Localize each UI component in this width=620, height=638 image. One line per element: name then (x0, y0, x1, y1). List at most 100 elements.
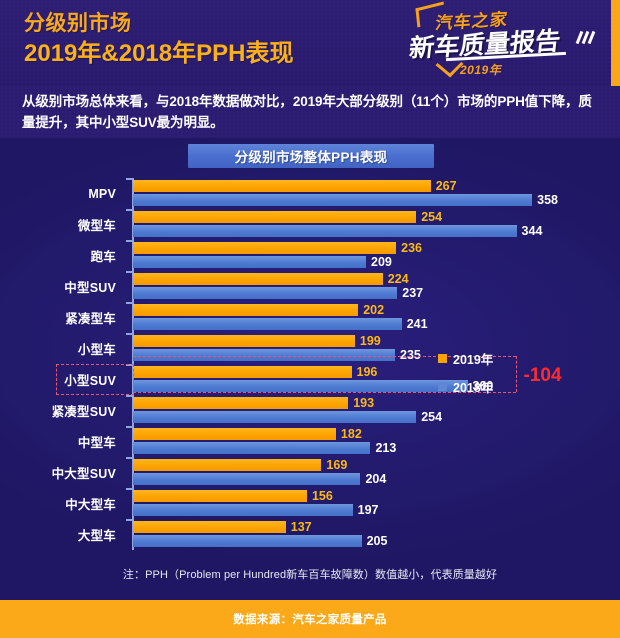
axis-tick (126, 488, 133, 490)
bar-2018 (133, 287, 398, 299)
chart-row: 紧凑型车 202 241 (0, 302, 620, 333)
value-label-2019: 202 (363, 303, 385, 317)
bar-2019 (133, 180, 431, 192)
header-dot-texture (0, 0, 620, 86)
axis-tick (126, 271, 133, 273)
value-label-2019: 193 (353, 396, 375, 410)
chart-row: 中型SUV 224 237 (0, 271, 620, 302)
value-label-2018: 237 (402, 286, 424, 300)
axis-tick (126, 426, 133, 428)
value-label-2019: 236 (401, 241, 422, 255)
bar-2019 (133, 273, 383, 285)
category-label: 中大型车 (65, 498, 116, 512)
bar-2019 (133, 428, 336, 440)
bar-2019 (133, 490, 307, 502)
value-label-2019: 182 (340, 427, 362, 441)
value-label-2018: 197 (357, 503, 379, 517)
value-label-2019: 254 (421, 210, 443, 224)
legend-swatch-2018 (438, 382, 447, 391)
bar-2018 (133, 194, 533, 206)
bar-2019 (133, 366, 352, 378)
source-text: 数据来源：汽车之家质量产品 (233, 614, 387, 626)
page-title: 分级别市场 2019年&2018年PPH表现 (24, 10, 293, 69)
bar-2018 (133, 473, 361, 485)
axis-tick (126, 333, 133, 335)
chart-footnote: 注：PPH（Problem per Hundred新车百车故障数）数值越小，代表… (122, 569, 498, 581)
bar-2019 (133, 521, 286, 533)
bar-2019 (133, 459, 322, 471)
bar-2018 (133, 225, 517, 237)
axis-tick (126, 364, 133, 366)
title-line-2: 2019年&2018年PPH表现 (24, 40, 294, 67)
value-label-2018: 344 (521, 224, 543, 238)
bar-2019 (133, 242, 397, 254)
chart-row: 大型车 137 205 (0, 519, 620, 550)
axis-tick (126, 519, 133, 521)
axis-tick (126, 240, 133, 242)
header-accent-bar (611, 0, 620, 86)
bar-2018 (133, 256, 367, 268)
axis-tick (126, 457, 133, 459)
bar-rows-container: MPV 267 358 微型车 254 344 跑车 236 209 中型SUV 224 237 紧凑型… (0, 178, 620, 550)
category-label: 紧凑型SUV (51, 405, 116, 419)
chart-legend: 2019年 2018年 (438, 349, 528, 405)
chart-title-badge: 分级别市场整体PPH表现 (188, 144, 434, 168)
highlight-box (56, 364, 134, 395)
legend-item-2019: 2019年 (438, 349, 528, 368)
legend-item-2018: 2018年 (438, 377, 528, 396)
chart-row: 紧凑型SUV 193 254 (0, 395, 620, 426)
category-label: 小型SUV (64, 374, 116, 388)
axis-tick (126, 395, 133, 397)
bar-2018 (133, 349, 396, 361)
chart-row: 中型车 182 213 (0, 426, 620, 457)
annotation-value: -104 (523, 365, 562, 386)
bar-2019 (133, 335, 355, 347)
value-label-2018: 235 (400, 348, 421, 362)
category-label: MPV (88, 186, 116, 201)
chart-row: 小型SUV 196 300 (0, 364, 620, 395)
chart-title-text: 分级别市场整体PPH表现 (234, 150, 388, 165)
legend-label-2018: 2018年 (453, 381, 494, 395)
bar-2018 (133, 380, 468, 392)
value-label-2019: 267 (435, 179, 457, 193)
chart-row: 跑车 236 209 (0, 240, 620, 271)
value-label-2018: 241 (406, 317, 428, 331)
annotation-line-vertical (515, 356, 517, 392)
value-label-2019: 224 (387, 272, 409, 286)
category-label: 中型车 (77, 436, 116, 450)
header-banner: 分级别市场 2019年&2018年PPH表现 汽车之家 新车质量报告 2019年 (0, 0, 620, 86)
category-label: 中大型SUV (51, 467, 116, 481)
annotation-line-upper (133, 356, 516, 357)
bar-2019 (133, 211, 417, 223)
category-label: 跑车 (90, 250, 116, 264)
annotation-line-lower (133, 392, 516, 393)
value-label-2018: 205 (366, 534, 388, 548)
logo-slash-icon (575, 30, 596, 45)
value-label-2018: 254 (421, 410, 443, 424)
value-label-2019: 199 (359, 334, 381, 348)
value-label-2019: 156 (311, 489, 333, 503)
category-label: 紧凑型车 (65, 312, 116, 326)
legend-label-2019: 2019年 (453, 353, 494, 367)
axis-tick (126, 178, 133, 180)
source-bar: 数据来源：汽车之家质量产品 (0, 600, 620, 638)
bar-2018 (133, 504, 353, 516)
value-label-2019: 196 (356, 365, 378, 379)
chart-row: 小型车 199 235 (0, 333, 620, 364)
category-label: 大型车 (77, 529, 116, 543)
bar-2018 (133, 442, 371, 454)
chart-row: MPV 267 358 (0, 178, 620, 209)
description-section: 从级别市场总体来看，与2018年数据做对比，2019年大部分级别（11个）市场的… (0, 86, 620, 138)
bar-2019 (133, 397, 349, 409)
chart-plot-area: MPV 267 358 微型车 254 344 跑车 236 209 中型SUV 224 237 紧凑型… (0, 174, 620, 564)
axis-tick (126, 209, 133, 211)
bar-2019 (133, 304, 359, 316)
category-label: 小型车 (77, 343, 116, 357)
value-label-2018: 300 (472, 379, 494, 393)
value-label-2018: 204 (365, 472, 387, 486)
category-label: 微型车 (77, 219, 116, 233)
chart-row: 微型车 254 344 (0, 209, 620, 240)
description-dot-texture (0, 86, 620, 138)
value-label-2018: 213 (375, 441, 397, 455)
